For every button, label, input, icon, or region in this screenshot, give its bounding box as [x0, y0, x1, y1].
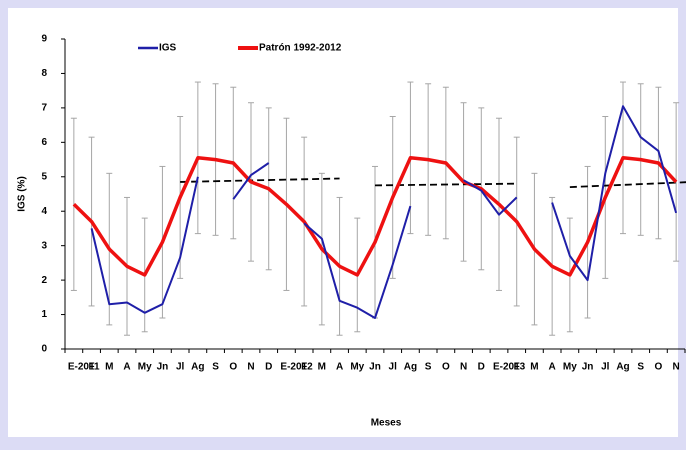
x-tick-label: Ag — [404, 362, 417, 373]
legend-label: Patrón 1992-2012 — [259, 43, 342, 54]
y-tick-label: 3 — [41, 240, 47, 251]
x-tick-label: Jn — [157, 362, 169, 373]
x-tick-label: My — [350, 362, 364, 373]
x-tick-label: O — [655, 362, 663, 373]
y-tick-label: 1 — [41, 309, 47, 320]
x-tick-label: O — [229, 362, 237, 373]
x-tick-label: My — [563, 362, 577, 373]
x-tick-label: D — [478, 362, 485, 373]
series-line — [90, 105, 678, 319]
x-tick-label: A — [549, 362, 556, 373]
x-tick-label: E-2012 — [280, 362, 313, 373]
y-tick-label: 9 — [41, 34, 47, 45]
y-tick-label: 6 — [41, 137, 47, 148]
error-bar — [70, 117, 77, 291]
x-tick-label: N — [247, 362, 254, 373]
x-tick-label: Jn — [582, 362, 594, 373]
y-tick-label: 4 — [41, 206, 47, 217]
x-axis-label: Meses — [371, 418, 402, 429]
y-tick-label: 2 — [41, 275, 47, 286]
x-tick-label: Jl — [601, 362, 610, 373]
x-tick-label: Ag — [191, 362, 204, 373]
x-tick-label: M — [318, 362, 326, 373]
x-tick-label: Jl — [176, 362, 185, 373]
x-tick-label: D — [265, 362, 272, 373]
x-tick-label: My — [138, 362, 152, 373]
x-tick-label: F — [514, 362, 520, 373]
x-tick-label: Ag — [616, 362, 629, 373]
x-tick-label: M — [530, 362, 538, 373]
x-tick-label: A — [336, 362, 343, 373]
x-tick-label: E-2011 — [68, 362, 100, 373]
x-tick-label: S — [212, 362, 219, 373]
x-tick-label: S — [425, 362, 432, 373]
x-tick-label: A — [123, 362, 130, 373]
trend-line — [180, 177, 340, 183]
x-tick-label: F — [89, 362, 95, 373]
y-tick-label: 7 — [41, 103, 47, 114]
x-tick-label: O — [442, 362, 450, 373]
x-tick-label: M — [105, 362, 113, 373]
y-tick-label: 5 — [41, 171, 47, 182]
y-axis-label: IGS (%) — [17, 176, 28, 212]
error-bar — [673, 102, 680, 262]
x-tick-label: E-2013 — [493, 362, 526, 373]
trend-line — [569, 181, 686, 189]
y-tick-label: 0 — [41, 344, 47, 355]
x-tick-label: F — [301, 362, 307, 373]
x-tick-label: S — [637, 362, 644, 373]
x-tick-label: N — [673, 362, 680, 373]
x-tick-label: Jl — [389, 362, 398, 373]
x-tick-label: Jn — [369, 362, 381, 373]
legend-label: IGS — [159, 43, 177, 54]
chart-area — [8, 8, 678, 437]
y-tick-label: 8 — [41, 68, 47, 79]
x-tick-label: N — [460, 362, 467, 373]
